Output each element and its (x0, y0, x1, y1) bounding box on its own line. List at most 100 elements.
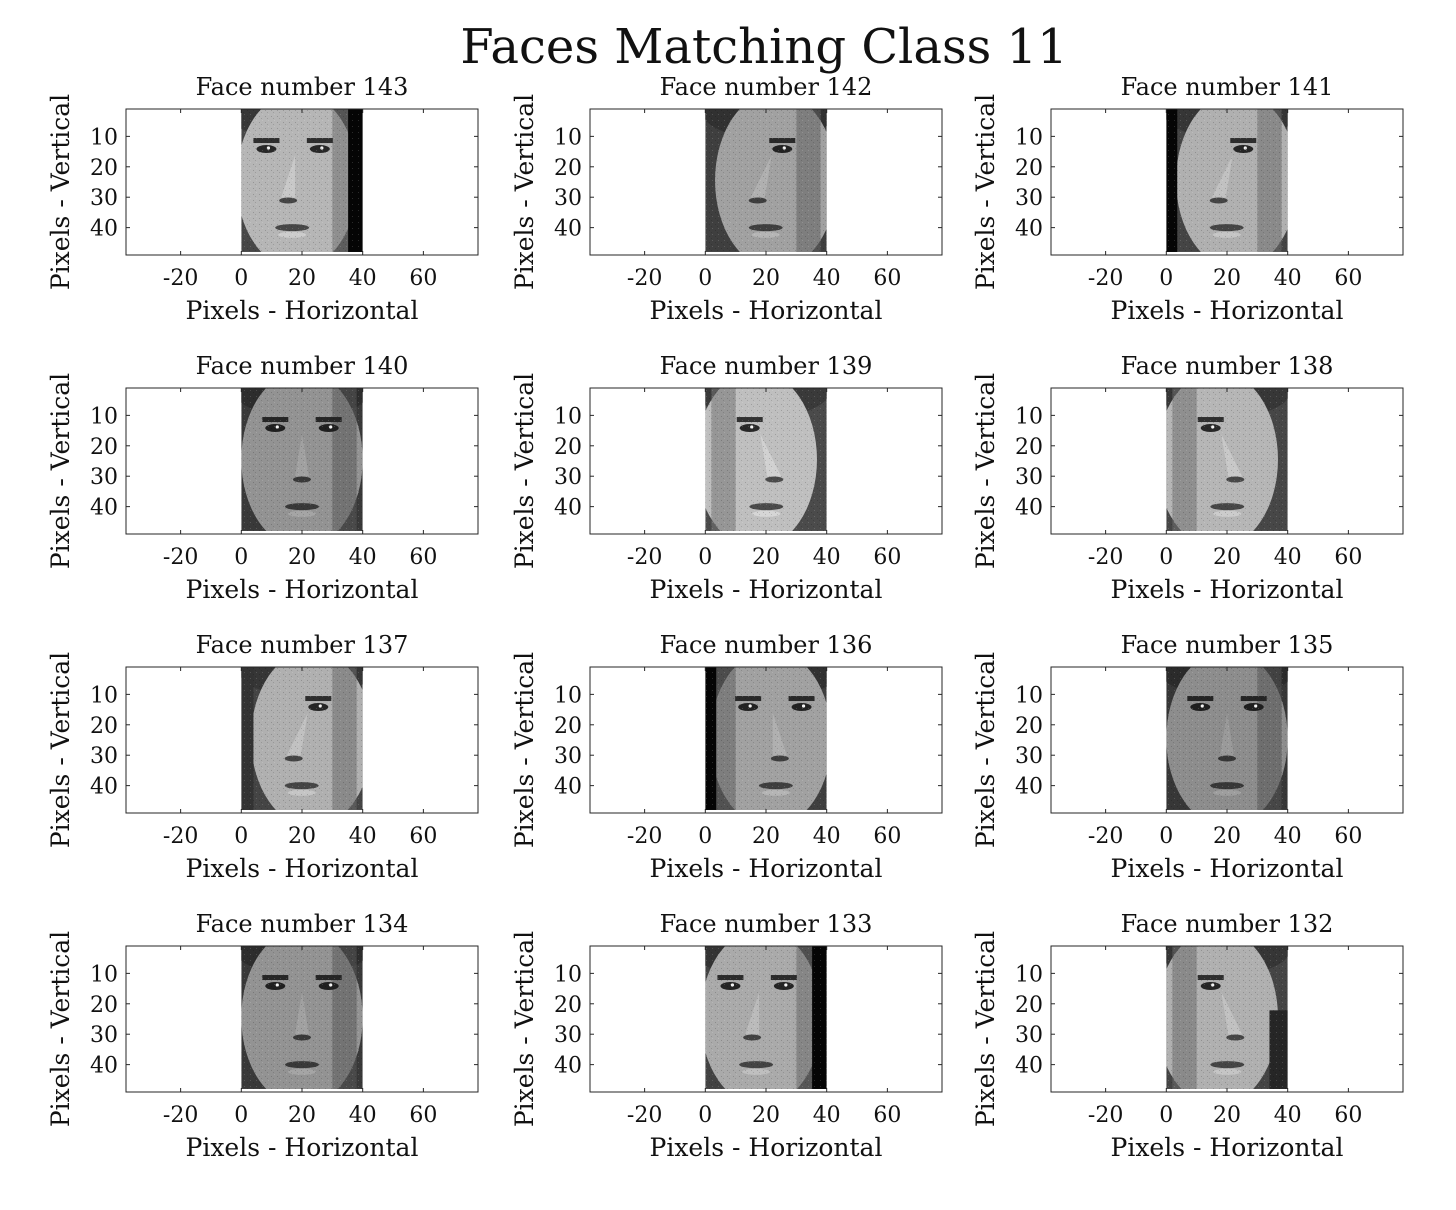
subplot-title: Face number 142 (660, 73, 873, 101)
x-axis-label: Pixels - Horizontal (186, 1133, 419, 1162)
subplot-title: Face number 143 (196, 73, 409, 101)
x-tick-label: 60 (873, 266, 901, 291)
face-image (705, 388, 827, 531)
subplot-title: Face number 140 (196, 352, 409, 380)
face-image (1166, 109, 1288, 252)
y-tick-label: 20 (1015, 435, 1043, 460)
y-tick-label: 20 (554, 714, 582, 739)
subplot-panel: Face number 134 -20 0 20 40 60 10 20 30 40 Pixels … (46, 910, 479, 1162)
subplot-panel: Face number 138 -20 0 20 40 60 10 20 30 40 Pixels … (971, 352, 1404, 604)
y-tick-label: 30 (554, 1023, 582, 1048)
y-tick-label: 20 (90, 993, 118, 1018)
y-tick-label: 30 (90, 744, 118, 769)
x-tick-label: -20 (627, 266, 662, 291)
y-tick-label: 20 (554, 993, 582, 1018)
y-axis-label: Pixels - Vertical (46, 94, 75, 290)
y-tick-label: 10 (90, 404, 118, 429)
x-tick-label: 60 (409, 1103, 437, 1128)
x-tick-label: 60 (1334, 545, 1362, 570)
x-tick-label: 0 (1159, 824, 1173, 849)
subplot-panel: Face number 141 -20 0 20 40 60 10 20 30 40 Pixels … (971, 73, 1404, 325)
x-tick-label: -20 (627, 545, 662, 570)
y-axis-label: Pixels - Vertical (971, 94, 1000, 290)
x-tick-label: 40 (813, 824, 841, 849)
x-tick-label: 0 (698, 545, 712, 570)
x-axis-label: Pixels - Horizontal (186, 575, 419, 604)
x-tick-label: 0 (234, 266, 248, 291)
y-axis-label: Pixels - Vertical (46, 373, 75, 569)
face-image (1166, 667, 1288, 810)
y-axis-label: Pixels - Vertical (971, 373, 1000, 569)
y-tick-label: 20 (90, 714, 118, 739)
y-tick-label: 10 (90, 962, 118, 987)
x-axis-label: Pixels - Horizontal (186, 854, 419, 883)
x-axis-label: Pixels - Horizontal (650, 854, 883, 883)
x-tick-label: 20 (752, 266, 780, 291)
y-tick-label: 20 (1015, 714, 1043, 739)
y-axis-label: Pixels - Vertical (46, 652, 75, 848)
y-tick-label: 30 (1015, 186, 1043, 211)
subplot-title: Face number 135 (1121, 631, 1334, 659)
x-axis-label: Pixels - Horizontal (650, 575, 883, 604)
x-tick-label: 20 (288, 266, 316, 291)
y-tick-label: 30 (1015, 744, 1043, 769)
y-axis-label: Pixels - Vertical (510, 931, 539, 1127)
y-tick-label: 40 (554, 496, 582, 521)
x-tick-label: -20 (627, 1103, 662, 1128)
x-tick-label: 40 (1274, 266, 1302, 291)
x-tick-label: 40 (349, 1103, 377, 1128)
y-axis-label: Pixels - Vertical (510, 373, 539, 569)
x-tick-label: 60 (873, 545, 901, 570)
y-axis-label: Pixels - Vertical (510, 94, 539, 290)
y-axis-label: Pixels - Vertical (46, 931, 75, 1127)
x-tick-label: 40 (349, 266, 377, 291)
face-image (1166, 388, 1288, 531)
subplot-title: Face number 136 (660, 631, 873, 659)
x-axis-label: Pixels - Horizontal (650, 1133, 883, 1162)
y-tick-label: 30 (90, 1023, 118, 1048)
y-tick-label: 10 (554, 125, 582, 150)
x-tick-label: -20 (1088, 824, 1123, 849)
x-axis-label: Pixels - Horizontal (1111, 854, 1344, 883)
subplot-title: Face number 134 (196, 910, 409, 938)
subplot-title: Face number 137 (196, 631, 409, 659)
subplot-panel: Face number 135 -20 0 20 40 60 10 20 30 40 Pixels … (971, 631, 1404, 883)
x-tick-label: 60 (873, 824, 901, 849)
subplot-title: Face number 133 (660, 910, 873, 938)
x-axis-label: Pixels - Horizontal (1111, 296, 1344, 325)
subplot-title: Face number 139 (660, 352, 873, 380)
y-tick-label: 20 (1015, 993, 1043, 1018)
y-tick-label: 30 (554, 186, 582, 211)
y-tick-label: 40 (90, 496, 118, 521)
x-tick-label: 0 (698, 1103, 712, 1128)
face-image (241, 946, 363, 1089)
face-image (705, 109, 827, 252)
x-tick-label: 60 (409, 824, 437, 849)
x-tick-label: 20 (1213, 266, 1241, 291)
subplot-panel: Face number 143 -20 0 20 40 60 10 20 30 40 Pixels … (46, 73, 479, 325)
y-tick-label: 40 (1015, 217, 1043, 242)
x-tick-label: 20 (1213, 545, 1241, 570)
x-tick-label: -20 (1088, 545, 1123, 570)
y-tick-label: 20 (1015, 156, 1043, 181)
y-tick-label: 40 (554, 775, 582, 800)
x-axis-label: Pixels - Horizontal (186, 296, 419, 325)
y-tick-label: 20 (90, 156, 118, 181)
x-tick-label: 20 (752, 824, 780, 849)
x-tick-label: 40 (1274, 545, 1302, 570)
subplot-title: Face number 138 (1121, 352, 1334, 380)
x-tick-label: 0 (234, 824, 248, 849)
x-tick-label: -20 (163, 824, 198, 849)
face-image (705, 946, 827, 1089)
y-tick-label: 40 (90, 1054, 118, 1079)
y-tick-label: 30 (554, 744, 582, 769)
y-axis-label: Pixels - Vertical (510, 652, 539, 848)
x-tick-label: 20 (752, 545, 780, 570)
y-tick-label: 30 (90, 186, 118, 211)
x-tick-label: 60 (409, 545, 437, 570)
subplot-panel: Face number 136 -20 0 20 40 60 10 20 30 40 Pixels … (510, 631, 943, 883)
x-tick-label: -20 (1088, 1103, 1123, 1128)
figure-title: Faces Matching Class 11 (460, 19, 1067, 75)
y-tick-label: 10 (90, 125, 118, 150)
subplot-grid: Face number 143 -20 0 20 40 60 10 20 30 40 Pixels … (46, 73, 1404, 1162)
